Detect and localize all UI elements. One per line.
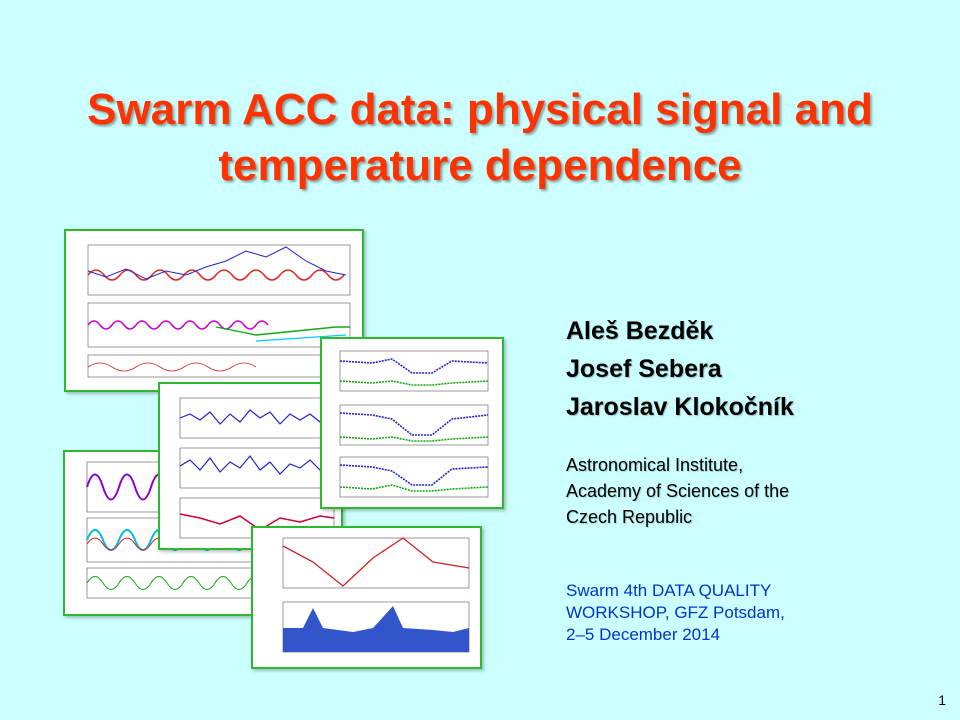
affiliation-line: Academy of Sciences of the [566, 481, 790, 501]
slide-title: Swarm ACC data: physical signal and temp… [0, 82, 960, 194]
affiliation-line: Czech Republic [566, 507, 693, 527]
figure-acc-timeseries [64, 229, 364, 392]
author-name: Aleš Bezděk [566, 317, 714, 345]
author-name: Jaroslav Klokočník [566, 393, 794, 421]
affiliation-block: Astronomical Institute, Academy of Scien… [566, 452, 886, 530]
figure-temperature [320, 337, 504, 509]
title-line-1: Swarm ACC data: physical signal and [87, 85, 873, 134]
authors-block: Aleš Bezděk Josef Sebera Jaroslav Klokoč… [566, 312, 794, 426]
figure-beta-angle-insolation [251, 526, 482, 669]
workshop-line: Swarm 4th DATA QUALITY [566, 581, 772, 600]
figure-density [158, 382, 343, 550]
workshop-line: WORKSHOP, GFZ Potsdam, [566, 603, 785, 622]
page-number: 1 [938, 692, 946, 708]
workshop-info: Swarm 4th DATA QUALITY WORKSHOP, GFZ Pot… [566, 580, 886, 646]
title-line-2: temperature dependence [218, 141, 742, 190]
workshop-line: 2–5 December 2014 [566, 625, 721, 644]
author-name: Josef Sebera [566, 355, 722, 383]
affiliation-line: Astronomical Institute, [566, 455, 744, 475]
